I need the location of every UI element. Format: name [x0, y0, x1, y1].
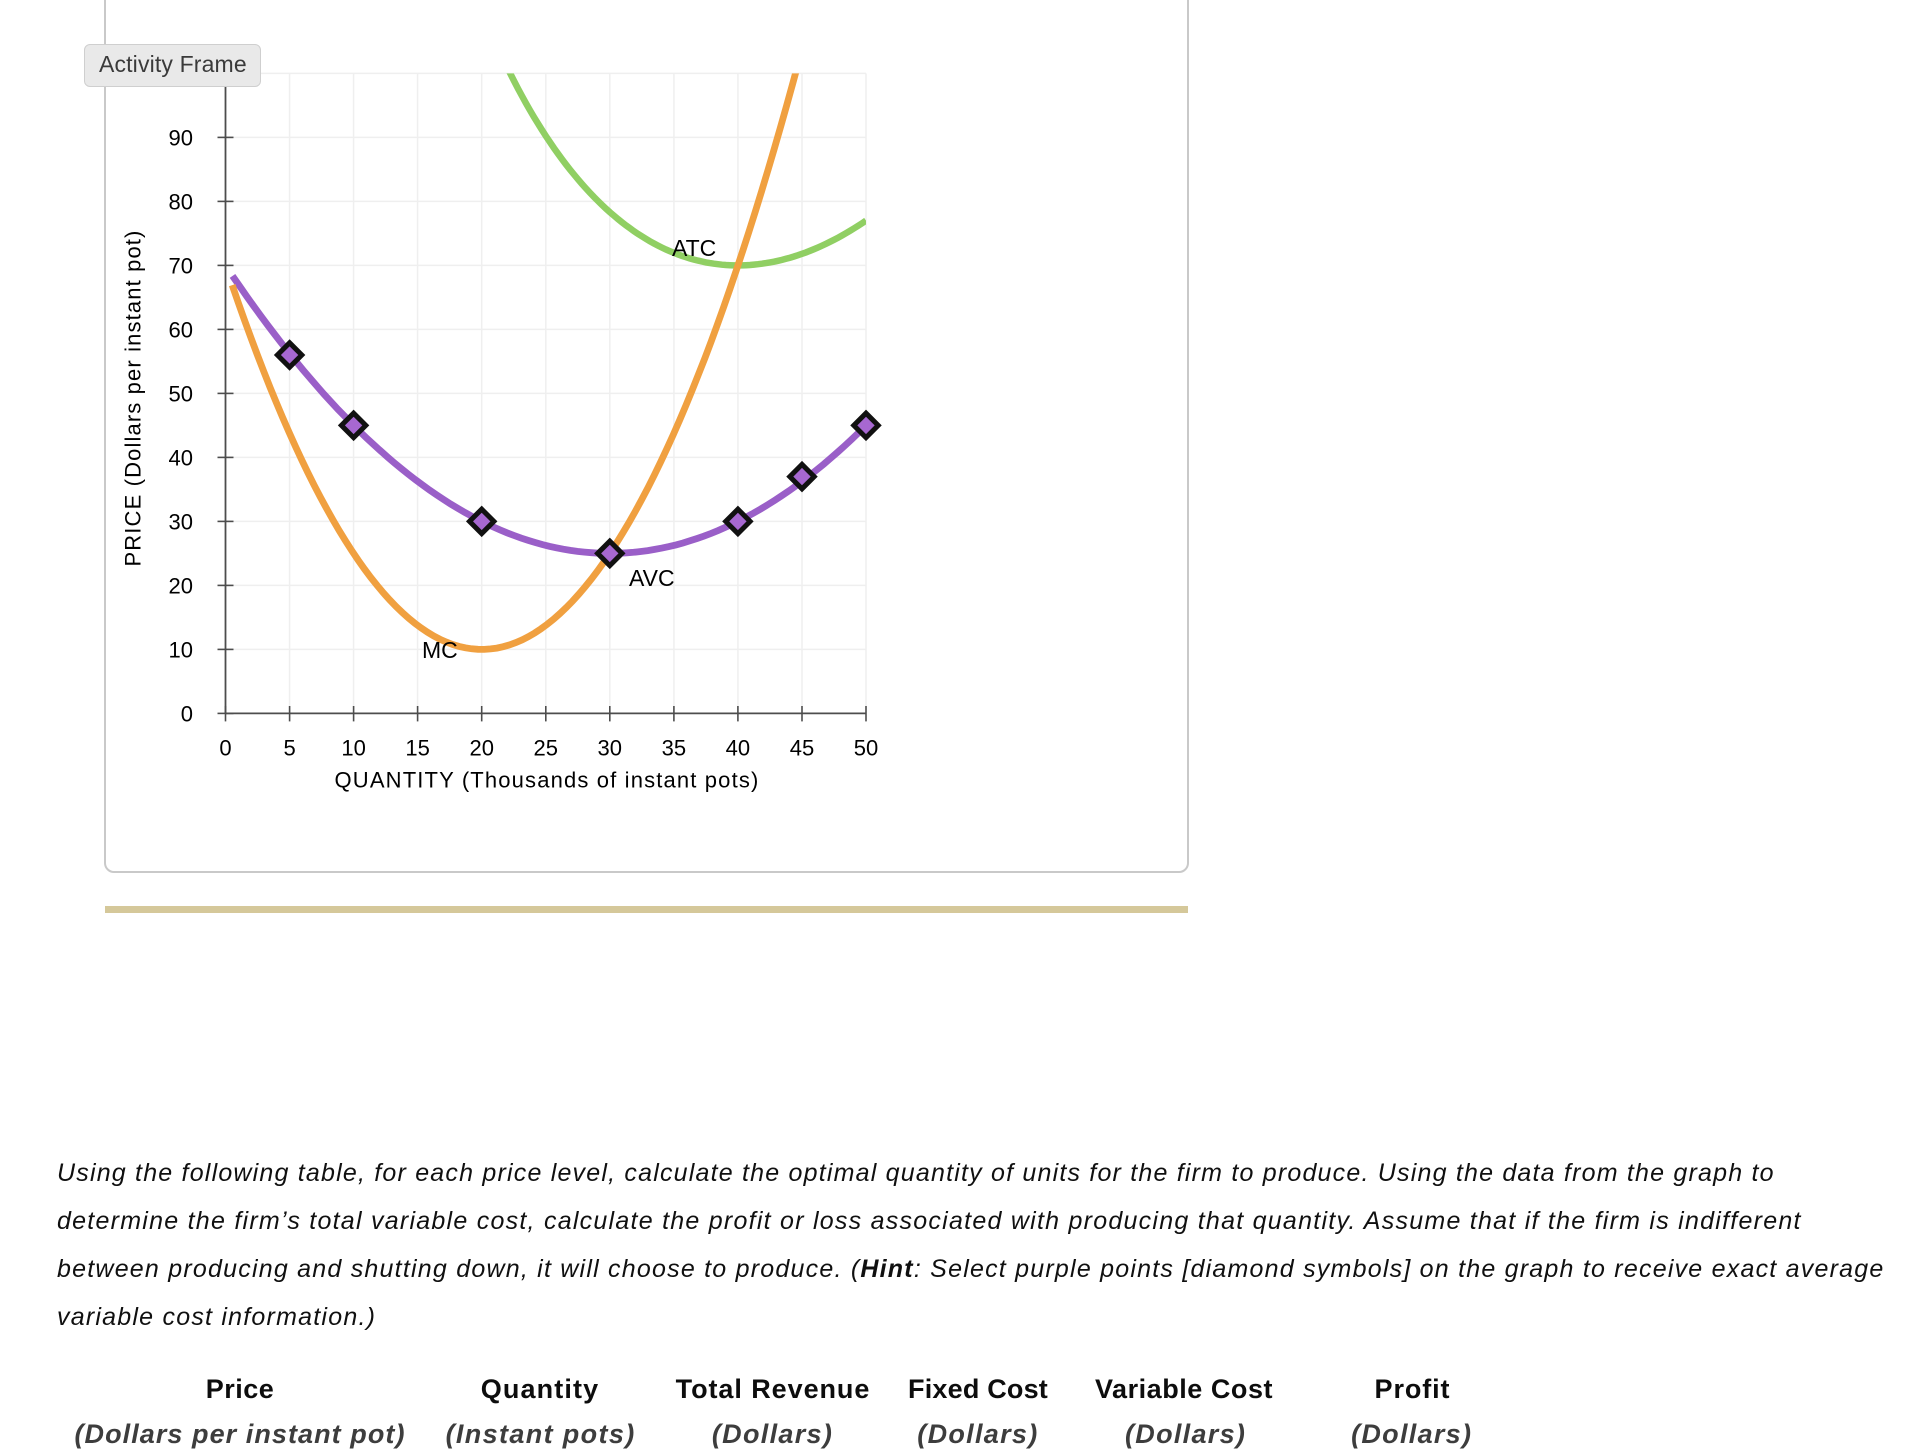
svg-text:0: 0 — [219, 736, 231, 761]
svg-text:5: 5 — [283, 736, 295, 761]
svg-text:70: 70 — [169, 253, 193, 278]
svg-text:80: 80 — [169, 189, 193, 214]
svg-text:MC: MC — [422, 637, 458, 663]
svg-text:10: 10 — [341, 736, 365, 761]
svg-text:AVC: AVC — [629, 565, 675, 591]
svg-text:30: 30 — [169, 509, 193, 534]
svg-text:35: 35 — [662, 736, 686, 761]
svg-text:50: 50 — [854, 736, 878, 761]
svg-text:15: 15 — [405, 736, 429, 761]
svg-text:40: 40 — [169, 445, 193, 470]
svg-text:PRICE (Dollars per instant pot: PRICE (Dollars per instant pot) — [121, 229, 146, 566]
svg-text:0: 0 — [181, 701, 193, 726]
svg-text:30: 30 — [598, 736, 622, 761]
svg-text:45: 45 — [790, 736, 814, 761]
svg-text:10: 10 — [169, 637, 193, 662]
svg-text:90: 90 — [169, 125, 193, 150]
svg-text:60: 60 — [169, 317, 193, 342]
svg-text:20: 20 — [469, 736, 493, 761]
svg-text:QUANTITY (Thousands of instant: QUANTITY (Thousands of instant pots) — [335, 768, 760, 793]
svg-text:50: 50 — [169, 381, 193, 406]
svg-text:40: 40 — [726, 736, 750, 761]
svg-text:20: 20 — [169, 573, 193, 598]
svg-text:25: 25 — [534, 736, 558, 761]
svg-text:ATC: ATC — [672, 235, 716, 261]
